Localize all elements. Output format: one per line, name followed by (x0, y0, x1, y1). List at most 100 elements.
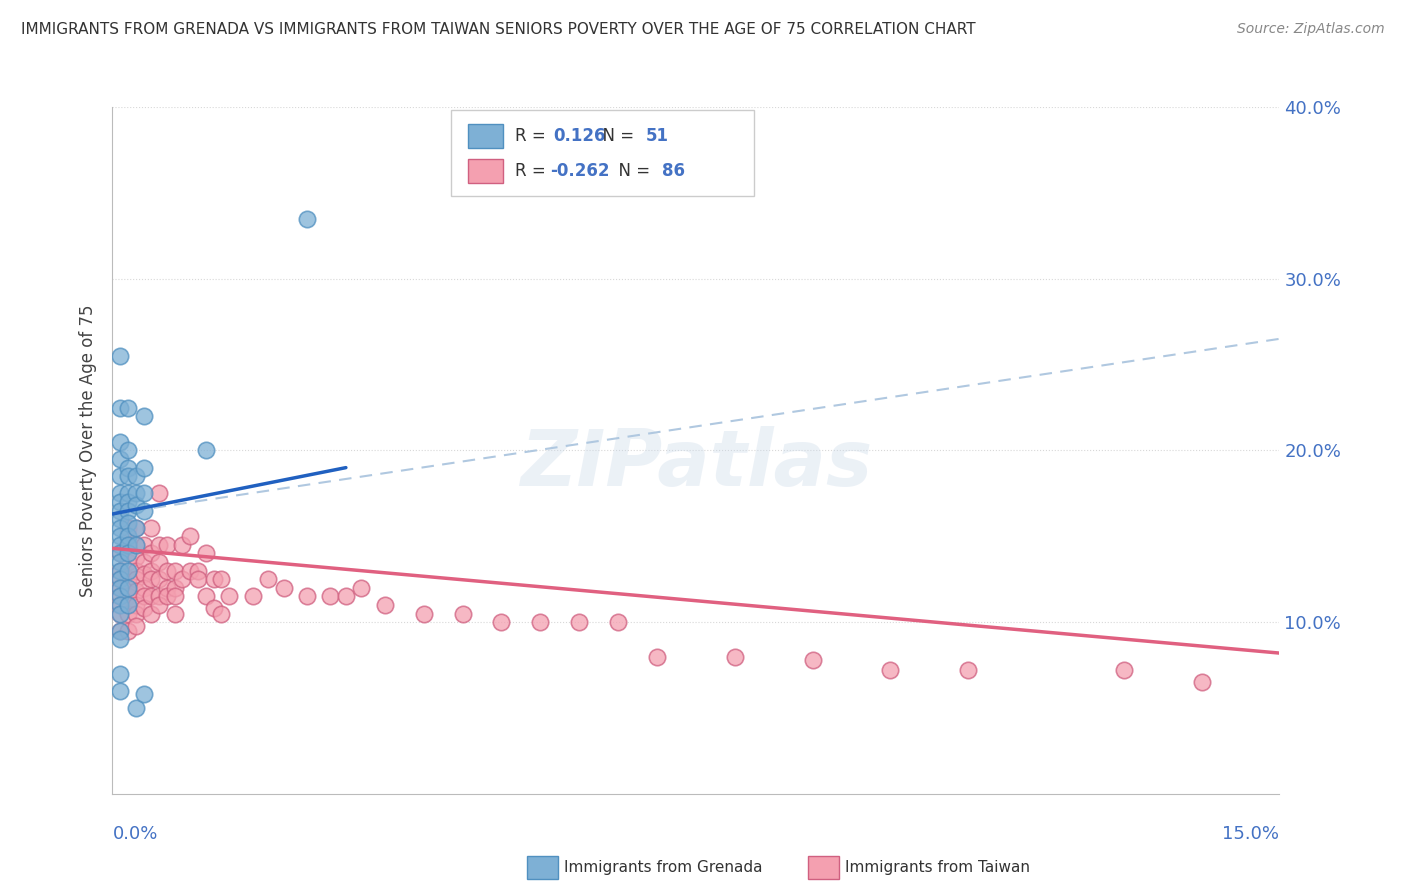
Point (879, 663, 901, 677)
Point (568, 615, 591, 630)
Point (132, 590, 155, 604)
Point (335, 590, 357, 604)
Point (163, 581, 186, 595)
Point (110, 581, 132, 595)
Point (125, 538, 148, 552)
Text: N =: N = (592, 127, 640, 145)
Point (148, 555, 170, 569)
Point (607, 615, 630, 630)
Point (125, 549, 148, 564)
Point (125, 564, 148, 578)
Point (148, 590, 170, 604)
Point (257, 572, 280, 586)
Point (350, 581, 373, 595)
Text: R =: R = (515, 127, 557, 145)
Point (125, 538, 148, 552)
Point (117, 503, 139, 517)
Point (117, 529, 139, 543)
Point (110, 529, 132, 543)
Point (110, 401, 132, 415)
Point (110, 572, 132, 586)
Point (117, 443, 139, 458)
Point (125, 598, 148, 612)
Point (412, 607, 434, 621)
Point (132, 486, 155, 500)
Point (110, 624, 132, 638)
Point (125, 469, 148, 483)
Point (117, 538, 139, 552)
Point (141, 590, 163, 604)
Point (125, 607, 148, 621)
Point (957, 663, 980, 677)
Point (202, 601, 225, 615)
Point (132, 555, 155, 569)
Point (117, 521, 139, 535)
Point (132, 567, 155, 582)
Point (156, 590, 179, 604)
Point (163, 564, 186, 578)
Point (125, 499, 148, 513)
Text: Source: ZipAtlas.com: Source: ZipAtlas.com (1237, 22, 1385, 37)
Point (110, 632, 132, 647)
Point (117, 607, 139, 621)
Point (125, 584, 148, 599)
Point (110, 521, 132, 535)
Point (110, 546, 132, 561)
Point (1191, 675, 1213, 690)
Text: 86: 86 (662, 162, 685, 180)
Point (319, 590, 342, 604)
Text: ZIPatlas: ZIPatlas (520, 426, 872, 502)
Text: 15.0%: 15.0% (1222, 825, 1279, 843)
Point (110, 683, 132, 698)
Point (110, 512, 132, 526)
Point (117, 469, 139, 483)
Point (125, 701, 148, 715)
Point (117, 516, 139, 530)
Point (156, 538, 179, 552)
Point (117, 460, 139, 475)
Point (148, 598, 170, 612)
Point (110, 486, 132, 500)
Point (110, 503, 132, 517)
Point (117, 624, 139, 638)
Point (117, 581, 139, 595)
Point (117, 564, 139, 578)
Point (218, 590, 240, 604)
Point (141, 521, 163, 535)
Text: Immigrants from Grenada: Immigrants from Grenada (564, 861, 762, 875)
Point (491, 615, 513, 630)
Text: 0.0%: 0.0% (112, 825, 157, 843)
Point (110, 590, 132, 604)
Point (172, 538, 194, 552)
Point (117, 495, 139, 509)
Point (110, 538, 132, 552)
Point (172, 572, 194, 586)
Point (117, 598, 139, 612)
Text: R =: R = (515, 162, 551, 180)
Point (148, 572, 170, 586)
Point (110, 434, 132, 449)
Point (110, 469, 132, 483)
Point (163, 590, 186, 604)
Point (117, 538, 139, 552)
Point (110, 564, 132, 578)
Point (194, 443, 217, 458)
Point (110, 666, 132, 681)
Point (110, 607, 132, 621)
Point (132, 687, 155, 701)
Point (529, 615, 551, 630)
Point (132, 409, 155, 423)
Point (141, 572, 163, 586)
Point (110, 572, 132, 586)
Point (110, 598, 132, 612)
Point (132, 581, 155, 595)
Point (125, 521, 148, 535)
Point (117, 572, 139, 586)
Point (125, 572, 148, 586)
Point (117, 598, 139, 612)
Point (156, 581, 179, 595)
Text: 51: 51 (645, 127, 669, 145)
Point (187, 572, 209, 586)
Point (117, 555, 139, 569)
Point (110, 624, 132, 638)
